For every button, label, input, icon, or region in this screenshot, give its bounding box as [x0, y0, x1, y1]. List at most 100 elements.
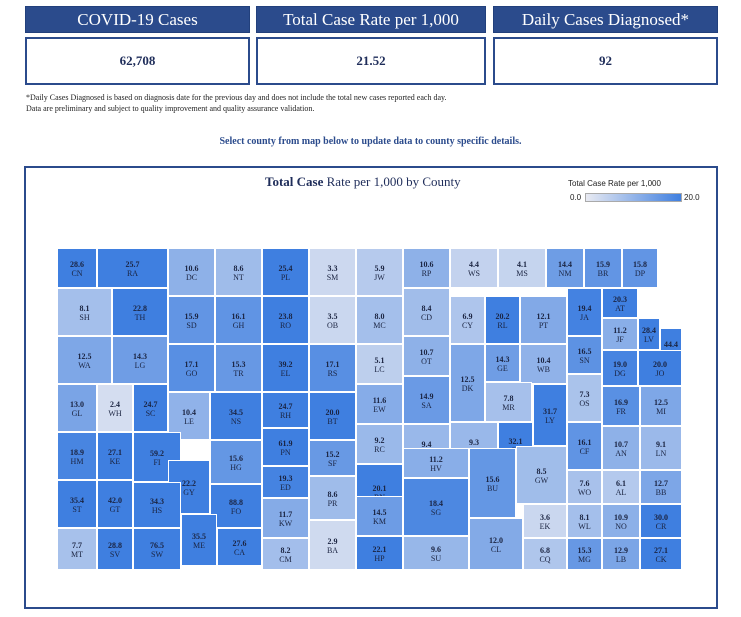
county-rc[interactable]: 9.2 RC: [356, 424, 403, 464]
county-at[interactable]: 20.3 AT: [602, 288, 638, 318]
county-pt[interactable]: 12.1 PT: [520, 296, 567, 344]
county-ck[interactable]: 27.1 CK: [640, 538, 682, 570]
county-no[interactable]: 10.9 NO: [602, 504, 640, 538]
county-lv[interactable]: 28.4 LV: [638, 318, 660, 350]
county-lc[interactable]: 5.1 LC: [356, 344, 403, 384]
county-ws[interactable]: 4.4 WS: [450, 248, 498, 288]
county-rate: 18.9: [70, 448, 84, 457]
county-go[interactable]: 17.1 GO: [168, 344, 215, 392]
county-bt[interactable]: 20.0 BT: [309, 392, 356, 440]
county-ln[interactable]: 9.1 LN: [640, 426, 682, 470]
county-jw[interactable]: 5.9 JW: [356, 248, 403, 296]
county-hs[interactable]: 34.3 HS: [133, 482, 181, 528]
county-wb[interactable]: 10.4 WB: [520, 344, 567, 384]
county-bb[interactable]: 12.7 BB: [640, 470, 682, 504]
county-dc[interactable]: 10.6 DC: [168, 248, 215, 296]
county-tr[interactable]: 15.3 TR: [215, 344, 262, 392]
county-fo[interactable]: 88.8 FO: [210, 484, 262, 528]
county-cd[interactable]: 8.4 CD: [403, 288, 450, 336]
county-wh[interactable]: 2.4 WH: [97, 384, 133, 432]
county-sa[interactable]: 14.9 SA: [403, 376, 450, 424]
county-ms[interactable]: 4.1 MS: [498, 248, 546, 288]
county-gw[interactable]: 8.5 GW: [516, 446, 567, 504]
county-fr[interactable]: 16.9 FR: [602, 386, 640, 426]
county-st[interactable]: 35.4 ST: [57, 480, 97, 528]
county-cn[interactable]: 28.6 CN: [57, 248, 97, 288]
county-ed[interactable]: 19.3 ED: [262, 466, 309, 498]
county-le[interactable]: 10.4 LE: [168, 392, 210, 440]
county-mt[interactable]: 7.7 MT: [57, 528, 97, 570]
county-sf[interactable]: 15.2 SF: [309, 440, 356, 476]
county-wa[interactable]: 12.5 WA: [57, 336, 112, 384]
county-ly[interactable]: 31.7 LY: [533, 384, 567, 446]
county-mg[interactable]: 15.3 MG: [567, 538, 602, 570]
county-an[interactable]: 10.7 AN: [602, 426, 640, 470]
county-ke[interactable]: 27.1 KE: [97, 432, 133, 480]
county-wl[interactable]: 8.1 WL: [567, 504, 602, 538]
county-ba[interactable]: 2.9 BA: [309, 520, 356, 570]
county-gt[interactable]: 42.0 GT: [97, 480, 133, 528]
county-cr[interactable]: 30.0 CR: [640, 504, 682, 538]
county-sn[interactable]: 16.5 SN: [567, 336, 602, 374]
county-el[interactable]: 39.2 EL: [262, 344, 309, 392]
county-rp[interactable]: 10.6 RP: [403, 248, 450, 288]
county-gl[interactable]: 13.0 GL: [57, 384, 97, 432]
county-mc[interactable]: 8.0 MC: [356, 296, 403, 344]
county-os[interactable]: 7.3 OS: [567, 374, 602, 422]
county-ra[interactable]: 25.7 RA: [97, 248, 168, 288]
county-mi[interactable]: 12.5 MI: [640, 386, 682, 426]
county-me[interactable]: 35.5 ME: [181, 514, 217, 566]
county-nt[interactable]: 8.6 NT: [215, 248, 262, 296]
county-dg[interactable]: 19.0 DG: [602, 350, 638, 386]
county-bu[interactable]: 15.6 BU: [469, 448, 516, 518]
county-ot[interactable]: 10.7 OT: [403, 336, 450, 376]
county-wo[interactable]: 7.6 WO: [567, 470, 602, 504]
county-sm[interactable]: 3.3 SM: [309, 248, 356, 296]
county-dk[interactable]: 12.5 DK: [450, 344, 485, 422]
county-lg[interactable]: 14.3 LG: [112, 336, 168, 384]
county-cl[interactable]: 12.0 CL: [469, 518, 523, 570]
county-th[interactable]: 22.8 TH: [112, 288, 168, 336]
county-sg[interactable]: 18.4 SG: [403, 478, 469, 536]
county-gh[interactable]: 16.1 GH: [215, 296, 262, 344]
county-ns[interactable]: 34.5 NS: [210, 392, 262, 440]
county-hv[interactable]: 11.2 HV: [403, 448, 469, 478]
county-br[interactable]: 15.9 BR: [584, 248, 622, 288]
county-cf[interactable]: 16.1 CF: [567, 422, 602, 470]
county-hg[interactable]: 15.6 HG: [210, 440, 262, 484]
county-cq[interactable]: 6.8 CQ: [523, 538, 567, 570]
county-ew[interactable]: 11.6 EW: [356, 384, 403, 424]
county-hp[interactable]: 22.1 HP: [356, 536, 403, 570]
county-ge[interactable]: 14.3 GE: [485, 344, 520, 382]
county-cy[interactable]: 6.9 CY: [450, 296, 485, 344]
county-pl[interactable]: 25.4 PL: [262, 248, 309, 296]
county-ja[interactable]: 19.4 JA: [567, 288, 602, 336]
county-kw[interactable]: 11.7 KW: [262, 498, 309, 538]
county-dp[interactable]: 15.8 DP: [622, 248, 658, 288]
county-ob[interactable]: 3.5 OB: [309, 296, 356, 344]
county-hm[interactable]: 18.9 HM: [57, 432, 97, 480]
county-al[interactable]: 6.1 AL: [602, 470, 640, 504]
county-sc[interactable]: 24.7 SC: [133, 384, 168, 432]
county-sh[interactable]: 8.1 SH: [57, 288, 112, 336]
county-ro[interactable]: 23.8 RO: [262, 296, 309, 344]
county-lb[interactable]: 12.9 LB: [602, 538, 640, 570]
county-km[interactable]: 14.5 KM: [356, 496, 403, 536]
county-nm[interactable]: 14.4 NM: [546, 248, 584, 288]
county-jo[interactable]: 20.0 JO: [638, 350, 682, 386]
county-rate: 12.7: [654, 479, 668, 488]
county-rh[interactable]: 24.7 RH: [262, 392, 309, 428]
county-sv[interactable]: 28.8 SV: [97, 528, 133, 570]
county-sw[interactable]: 76.5 SW: [133, 528, 181, 570]
county-pr[interactable]: 8.6 PR: [309, 476, 356, 520]
county-mr[interactable]: 7.8 MR: [485, 382, 532, 422]
county-rs[interactable]: 17.1 RS: [309, 344, 356, 392]
county-ca[interactable]: 27.6 CA: [217, 528, 262, 566]
county-cm[interactable]: 8.2 CM: [262, 538, 309, 570]
county-rl[interactable]: 20.2 RL: [485, 296, 520, 344]
county-su[interactable]: 9.6 SU: [403, 536, 469, 570]
county-sd[interactable]: 15.9 SD: [168, 296, 215, 344]
county-ek[interactable]: 3.6 EK: [523, 504, 567, 538]
county-jf[interactable]: 11.2 JF: [602, 318, 638, 350]
county-pn[interactable]: 61.9 PN: [262, 428, 309, 466]
